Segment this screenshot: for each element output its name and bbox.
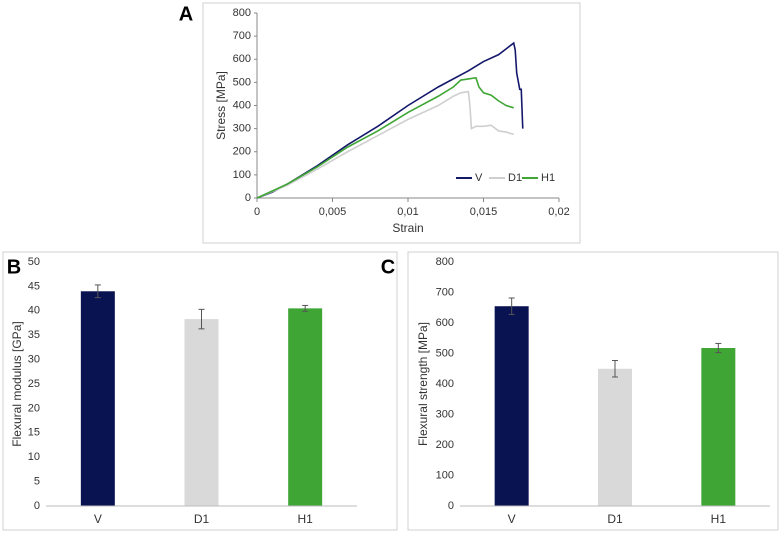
y-tick-label: 50 [28,256,40,268]
bar [288,308,323,506]
y-tick-label: 35 [28,329,40,341]
y-tick-label: 500 [233,76,251,88]
bar [494,306,529,506]
panel-label: A [179,3,193,25]
panel-frame [202,2,581,244]
panel-label: C [381,256,395,278]
y-tick-label: 600 [233,53,251,65]
panel-label: B [7,256,21,278]
y-tick-label: 700 [233,30,251,42]
y-tick-label: 200 [233,146,251,158]
bar [184,319,219,506]
y-tick-label: 40 [28,305,40,317]
y-tick-label: 30 [28,354,40,366]
x-tick-label: 0,01 [397,206,418,218]
y-tick-label: 0 [448,500,454,512]
y-tick-label: 400 [233,99,251,111]
x-tick-label: 0,015 [470,206,498,218]
x-tick-label: 0,02 [548,206,569,218]
y-axis-title: Flexural strength [MPa] [416,322,430,446]
x-tick-label: V [94,512,102,526]
y-tick-label: 15 [28,427,40,439]
y-tick-label: 800 [233,7,251,19]
y-tick-label: 800 [436,256,454,268]
y-tick-label: 10 [28,451,40,463]
y-tick-label: 25 [28,378,40,390]
legend-label: V [475,172,483,184]
y-axis-title: Stress [MPa] [214,71,228,140]
y-tick-label: 0 [245,192,251,204]
legend-label: H1 [541,172,555,184]
line-series [256,76,514,199]
panel-frame [407,251,779,531]
y-tick-label: 400 [436,378,454,390]
y-tick-label: 5 [34,476,40,488]
x-tick-label: D1 [607,512,623,526]
y-tick-label: 0 [34,500,40,512]
x-tick-label: H1 [711,512,727,526]
bar [598,368,632,506]
panel-frame [2,251,398,531]
y-tick-label: 600 [436,317,454,329]
x-tick-label: 0,005 [319,206,347,218]
y-tick-label: 300 [233,123,251,135]
y-tick-label: 300 [436,408,454,420]
bar [80,291,115,506]
x-tick-label: H1 [297,512,313,526]
line-series [256,41,524,199]
x-tick-label: D1 [194,512,210,526]
y-tick-label: 500 [436,347,454,359]
y-tick-label: 100 [233,169,251,181]
bar [701,348,736,506]
x-axis-title: Strain [392,221,423,235]
y-tick-label: 100 [436,469,454,481]
y-tick-label: 700 [436,286,454,298]
y-tick-label: 20 [28,402,40,414]
y-tick-label: 200 [436,439,454,451]
y-axis-title: Flexural modulus [GPa] [10,321,24,446]
line-series [256,90,514,199]
x-tick-label: V [508,512,516,526]
x-tick-label: 0 [254,206,260,218]
y-tick-label: 45 [28,280,40,292]
legend-label: D1 [508,172,522,184]
